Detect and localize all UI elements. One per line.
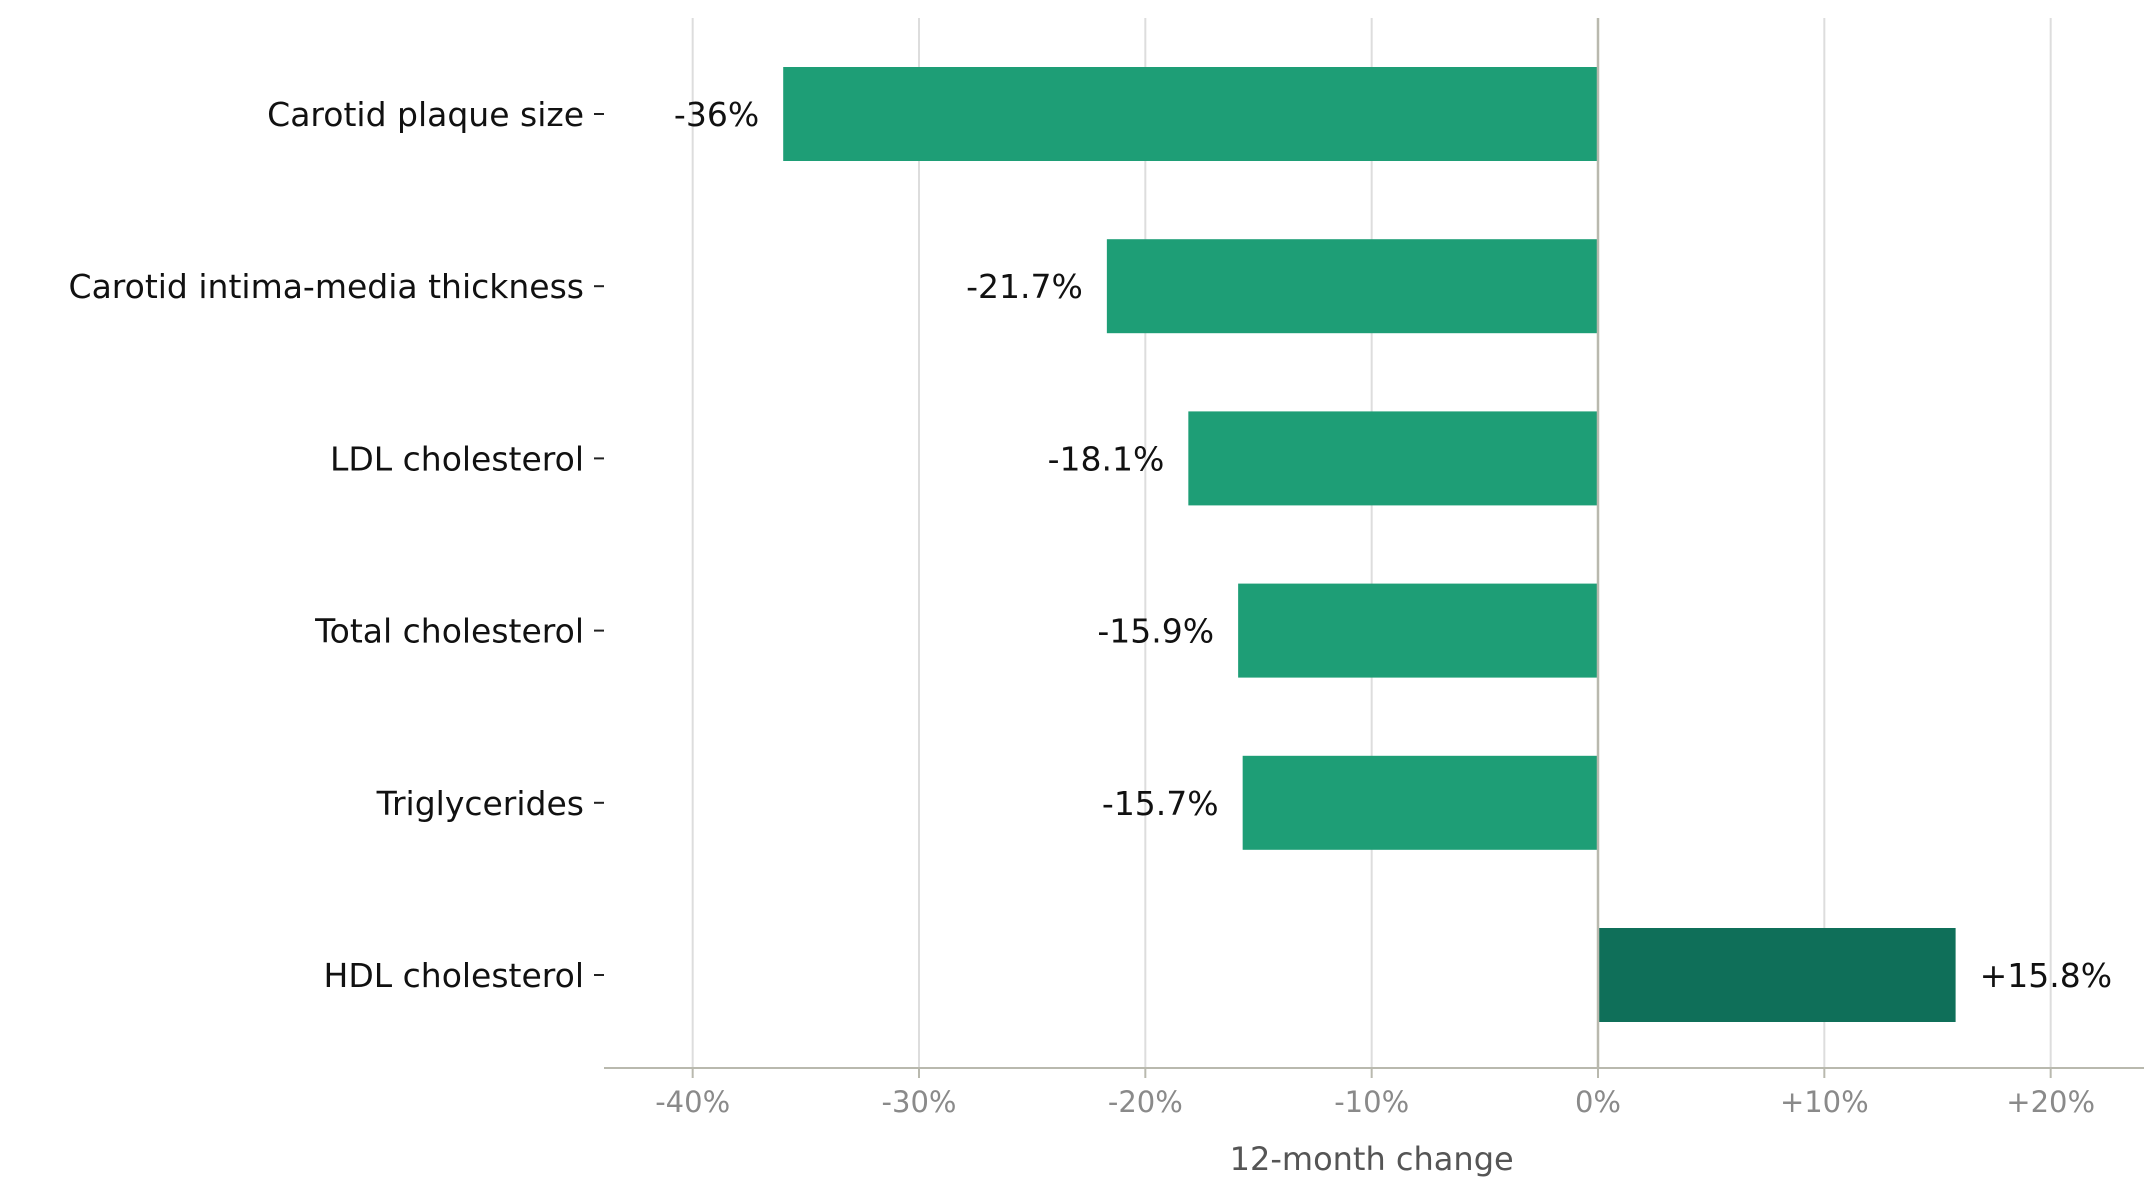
x-tick-label: -40% xyxy=(655,1085,730,1119)
axes xyxy=(604,18,2144,1069)
category-label: Triglycerides xyxy=(376,784,584,823)
category-label: Carotid plaque size xyxy=(267,95,584,134)
bar xyxy=(1242,755,1598,850)
value-labels: -36% -21.7% -18.1% -15.9% -15.7% +15.8% xyxy=(674,95,2112,995)
x-tick-label: -30% xyxy=(882,1085,957,1119)
bar xyxy=(1238,583,1598,678)
bar xyxy=(1106,239,1598,334)
x-tick-label: -10% xyxy=(1334,1085,1409,1119)
category-label: Total cholesterol xyxy=(314,612,584,651)
x-tick-label: -20% xyxy=(1108,1085,1183,1119)
bar xyxy=(1598,928,1956,1022)
value-label: -15.9% xyxy=(1097,612,1214,651)
bars xyxy=(783,67,1956,1022)
value-label: -18.1% xyxy=(1048,439,1165,478)
bar xyxy=(1188,411,1598,506)
value-label: -36% xyxy=(674,95,759,134)
category-label: Carotid intima-media thickness xyxy=(69,267,584,306)
x-axis-title: 12-month change xyxy=(1230,1140,1514,1178)
category-labels: Carotid plaque size Carotid intima-media … xyxy=(69,95,604,995)
gridlines xyxy=(691,18,2052,1068)
x-tick-label: +20% xyxy=(2006,1085,2095,1119)
category-label: HDL cholesterol xyxy=(324,956,584,995)
value-label: +15.8% xyxy=(1980,956,2112,995)
x-tick-label: 0% xyxy=(1575,1085,1621,1119)
bar xyxy=(783,67,1598,161)
value-label: -15.7% xyxy=(1102,784,1219,823)
value-label: -21.7% xyxy=(966,267,1083,306)
category-label: LDL cholesterol xyxy=(330,439,584,478)
x-tick-label: +10% xyxy=(1780,1085,1869,1119)
x-tick-labels: -40% -30% -20% -10% 0% +10% +20% xyxy=(655,1068,2095,1119)
